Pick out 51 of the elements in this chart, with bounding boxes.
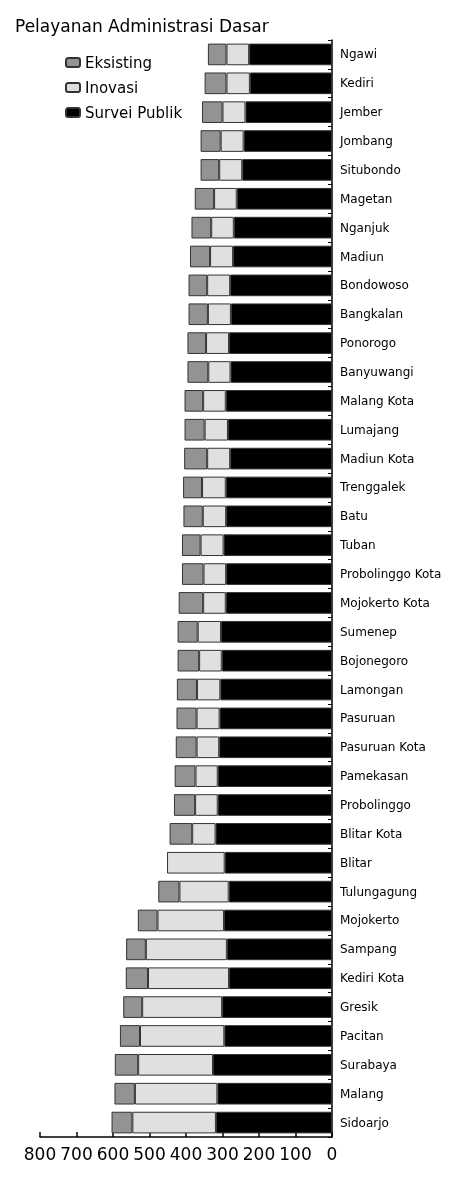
x-tick-label: 100 (279, 1143, 312, 1164)
y-tick-label: Pacitan (340, 1028, 384, 1043)
y-tick-label: Situbondo (340, 162, 401, 177)
legend-label: Survei Publik (85, 103, 183, 122)
y-tick-label: Pamekasan (340, 769, 409, 784)
x-tick-label: 200 (242, 1143, 276, 1164)
y-tick-label: Malang (340, 1086, 384, 1101)
x-tick-label: 500 (133, 1143, 166, 1164)
y-tick-label: Probolinggo Kota (340, 567, 442, 582)
legend-label: Inovasi (85, 78, 139, 97)
x-tick-label: 700 (60, 1143, 93, 1164)
y-tick-label: Blitar (340, 855, 372, 870)
y-tick-label: Lamongan (340, 682, 404, 697)
x-tick-label: 600 (96, 1143, 130, 1164)
y-tick-label: Blitar Kota (340, 826, 403, 841)
y-tick-label: Lumajang (340, 422, 400, 437)
x-tick-label: 800 (23, 1143, 57, 1164)
y-tick-label: Tuban (339, 538, 376, 553)
y-tick-label: Jombang (339, 134, 393, 149)
y-tick-label: Jember (339, 105, 383, 120)
y-tick-label: Sumenep (340, 624, 397, 639)
y-tick-label: Banyuwangi (340, 364, 414, 379)
y-tick-label: Surabaya (340, 1057, 397, 1072)
y-tick-label: Bondowoso (340, 278, 409, 293)
y-tick-label: Gresik (340, 1000, 378, 1015)
y-tick-label: Bangkalan (340, 307, 404, 322)
y-tick-label: Sidoarjo (340, 1115, 389, 1130)
y-tick-label: Probolinggo (340, 798, 411, 813)
x-tick-label: 400 (169, 1143, 203, 1164)
y-tick-label: Mojokerto (340, 913, 400, 928)
y-tick-label: Ponorogo (340, 336, 397, 351)
y-tick-label: Ngawi (340, 47, 378, 62)
y-tick-label: Magetan (340, 191, 393, 206)
x-tick-label: 300 (206, 1143, 239, 1164)
y-tick-label: Bojonegoro (340, 653, 409, 668)
y-tick-label: Pasuruan Kota (340, 740, 426, 755)
y-tick-label: Kediri Kota (340, 971, 405, 986)
y-tick-label: Madiun (340, 249, 384, 264)
y-tick-label: Malang Kota (340, 393, 415, 408)
y-tick-label: Madiun Kota (340, 451, 415, 466)
x-tick-label: 0 (326, 1143, 338, 1164)
y-tick-label: Tulungagung (339, 884, 418, 899)
y-tick-label: Nganjuk (340, 220, 390, 235)
y-tick-label: Pasuruan (340, 711, 396, 726)
y-tick-label: Mojokerto Kota (340, 595, 430, 610)
chart-title: Pelayanan Administrasi Dasar (15, 15, 269, 36)
legend-label: Eksisting (85, 53, 153, 72)
y-tick-label: Batu (340, 509, 368, 524)
y-tick-label: Trenggalek (339, 480, 406, 495)
y-tick-label: Kediri (340, 76, 374, 91)
y-tick-label: Sampang (340, 942, 397, 957)
